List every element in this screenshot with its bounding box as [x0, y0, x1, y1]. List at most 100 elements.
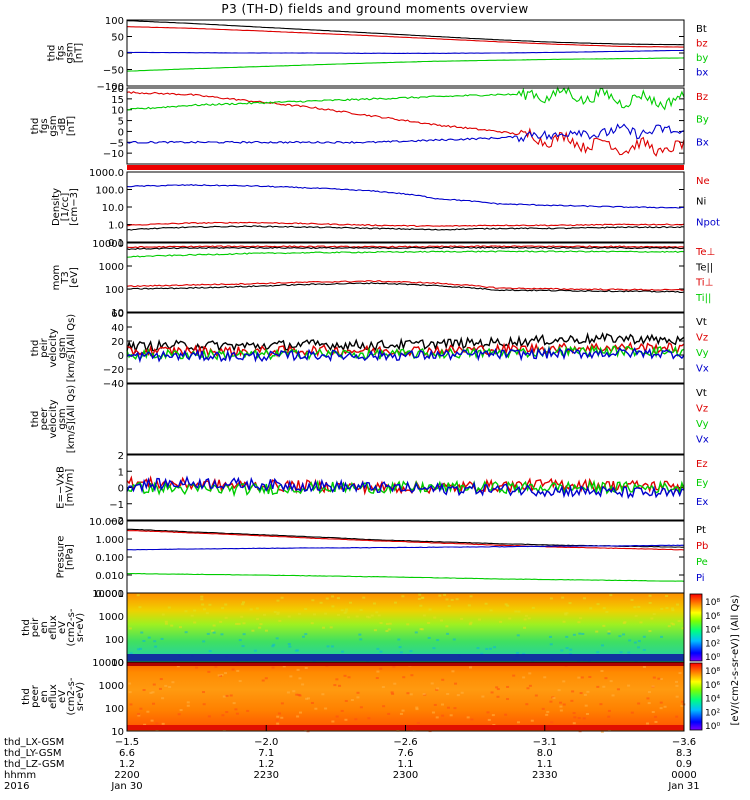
legend-entry-pressure: Pe — [696, 557, 708, 568]
legend-entry-peer-velocity: Vz — [696, 404, 708, 415]
legend-entry-fgs-gsm-nT: bz — [696, 39, 708, 50]
xaxis-value: Jan 30 — [110, 781, 142, 792]
ytick-label: 0 — [118, 484, 124, 495]
legend-entry-peir-velocity: Vx — [696, 364, 709, 375]
xaxis-value: −2.6 — [393, 737, 417, 748]
legend-entry-pressure: Pb — [696, 541, 708, 552]
xaxis-value: 8.3 — [676, 748, 692, 759]
ylabel-peer-velocity: [km/s](All Qs) — [66, 385, 77, 453]
series-fgs-gsm-nT-Bt — [126, 20, 684, 46]
series-temperature-Te⊥ — [126, 245, 685, 249]
series-temperature-Ti⊥ — [126, 280, 685, 291]
legend-entry-density: Ne — [696, 176, 710, 187]
ytick-label: 10 — [111, 658, 124, 669]
ytick-label: −5 — [109, 138, 124, 149]
ylabel-peer-spectrogram: (cm2-s- — [66, 677, 77, 715]
xaxis-value: 2300 — [393, 770, 418, 781]
xaxis-value: 2230 — [254, 770, 279, 781]
ytick-label: −2 — [109, 516, 124, 527]
ytick-label: 100.0 — [95, 186, 124, 197]
ytick-label: −1 — [109, 500, 124, 511]
legend-entry-peer-velocity: Vt — [696, 388, 707, 399]
ytick-label: 0.1 — [108, 238, 124, 249]
legend-entry-efield: Ex — [696, 497, 708, 508]
colorbar-tick: 10² — [705, 639, 720, 649]
ylabel-peir-spectrogram: peir — [30, 617, 41, 637]
colorbar-tick: 10⁰ — [705, 722, 720, 732]
xaxis-row-label: 2016 — [4, 781, 29, 792]
ylabel-density: Density — [51, 188, 62, 226]
legend-entry-temperature: Ti|| — [695, 293, 711, 304]
ytick-label: 100 — [105, 704, 124, 715]
panel-density: Density[1/cc][cm−3] 1000.0 100.0 10.0 1.0 0.1… — [51, 168, 720, 249]
xaxis-value: 6.6 — [119, 748, 135, 759]
legend-entry-pressure: Pt — [696, 525, 706, 536]
ytick-label: 100 — [105, 16, 124, 27]
ytick-label: 10 — [111, 308, 124, 319]
series-fgs-gsm-nT-by — [127, 57, 685, 72]
series-pressure-Pb — [126, 529, 685, 551]
colorbar-tick: 10⁶ — [705, 612, 720, 622]
ytick-label: 40 — [111, 323, 124, 334]
quality-flag-bar — [127, 165, 684, 170]
series-pressure-Pt — [127, 528, 685, 548]
ytick-label: 1.000 — [95, 535, 124, 546]
legend-entry-pressure: Pi — [696, 573, 705, 584]
xaxis-value: 0.9 — [676, 759, 692, 770]
series-temperature-Ti — [126, 282, 685, 293]
series-temperature-Ti|| — [126, 250, 685, 258]
ytick-label: −10 — [103, 149, 124, 160]
legend-entry-temperature: Ti⊥ — [695, 278, 713, 289]
legend-entry-fgs-gsm-dB: By — [696, 115, 709, 126]
colorbar-tick: 10⁶ — [705, 681, 720, 691]
ylabel-peir-velocity: peir — [39, 337, 50, 357]
legend-entry-fgs-gsm-dB: Bx — [696, 137, 709, 148]
xaxis-value: Jan 31 — [667, 781, 699, 792]
ylabel-fgs-gsm-dB: -dB — [57, 117, 68, 134]
ytick-label: 0.100 — [95, 553, 124, 564]
xaxis-row-label: thd_LX-GSM — [4, 737, 64, 748]
ylabel-peer-velocity: gsm — [57, 408, 68, 429]
series-peir-velocity-Vz — [126, 341, 685, 359]
ytick-label: 50 — [111, 33, 124, 44]
ylabel-efield: E=−VxB — [56, 466, 67, 509]
ytick-label: 60 — [111, 309, 124, 320]
ytick-label: 100 — [105, 635, 124, 646]
series-efield-Ey — [126, 479, 685, 498]
xaxis-row-label: thd_LZ-GSM — [4, 759, 65, 770]
series-fgs-gsm-nT-bx — [127, 49, 685, 54]
xaxis-value: −1.5 — [115, 737, 139, 748]
ytick-label: 0 — [118, 351, 124, 362]
ylabel-fgs-gsm-dB: thd — [30, 118, 41, 135]
ylabel-peer-spectrogram: eflux — [48, 684, 59, 709]
ytick-label: 0.001 — [95, 589, 124, 600]
panel-efield: E=−VxB[mV/m] 2 1 0 −1 −2 Ez Ey Ex — [56, 451, 709, 527]
series-pressure-Pi — [127, 544, 685, 551]
ylabel-pressure: Pressure — [56, 536, 67, 579]
ylabel-peir-spectrogram: eflux — [48, 615, 59, 640]
ytick-label: 1000 — [99, 681, 124, 692]
legend-entry-fgs-gsm-nT: bx — [696, 68, 708, 79]
ylabel-peir-velocity: thd — [30, 340, 41, 357]
ylabel-fgs-gsm-nT: [nT] — [74, 43, 85, 63]
xaxis-value: −2.0 — [254, 737, 278, 748]
series-pressure-Pe — [126, 572, 685, 582]
series-fgs-gsm-dB-Bz — [126, 91, 685, 157]
ylabel-peer-velocity: velocity — [48, 399, 59, 438]
ytick-label: 1000.0 — [89, 168, 124, 179]
xaxis-value: −3.6 — [672, 737, 696, 748]
colorbar-tick: 10⁴ — [705, 695, 720, 705]
xaxis-value: 1.1 — [537, 759, 553, 770]
ylabel-peir-velocity: [km/s](All Qs) — [66, 314, 77, 382]
series-density-Ni — [126, 225, 685, 231]
ylabel-peer-spectrogram: eV — [57, 690, 68, 703]
ylabel-peer-velocity: peer — [39, 407, 50, 431]
colorbar — [689, 593, 703, 662]
ytick-label: −20 — [103, 365, 124, 376]
ytick-label: −50 — [103, 66, 124, 77]
